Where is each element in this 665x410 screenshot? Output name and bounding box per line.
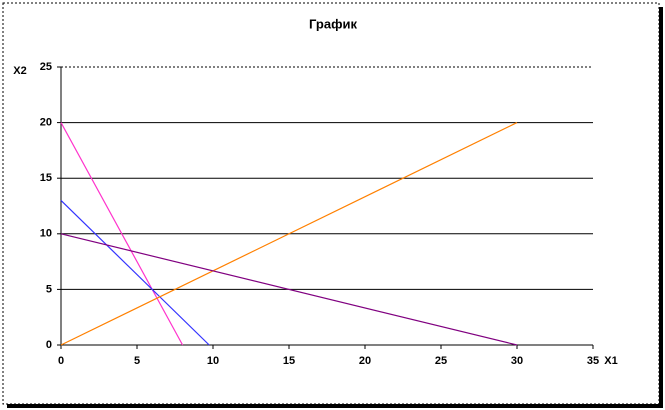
y-tick-label: 0 xyxy=(46,339,52,351)
frame xyxy=(2,2,660,405)
series-line xyxy=(60,122,518,346)
series-line xyxy=(60,122,184,346)
y-axis-label: X2 xyxy=(13,65,26,77)
y-tick-label: 10 xyxy=(40,228,52,240)
y-tick-label: 5 xyxy=(46,283,52,295)
y-tick-label: 25 xyxy=(40,61,52,73)
chart-title: График xyxy=(309,16,357,31)
x-tick-label: 25 xyxy=(435,355,447,367)
x-tick-label: 35 xyxy=(587,355,599,367)
x-tick-label: 20 xyxy=(359,355,371,367)
series-line xyxy=(60,200,210,346)
x-tick-label: 5 xyxy=(134,355,140,367)
x-tick-label: 15 xyxy=(283,355,295,367)
x-tick-label: 10 xyxy=(207,355,219,367)
y-tick-label: 20 xyxy=(40,117,52,129)
x-tick-label: 30 xyxy=(511,355,523,367)
x-tick-label: 0 xyxy=(58,355,64,367)
y-tick-label: 15 xyxy=(40,172,52,184)
series-line xyxy=(60,233,518,346)
x-axis-label: X1 xyxy=(604,355,617,367)
